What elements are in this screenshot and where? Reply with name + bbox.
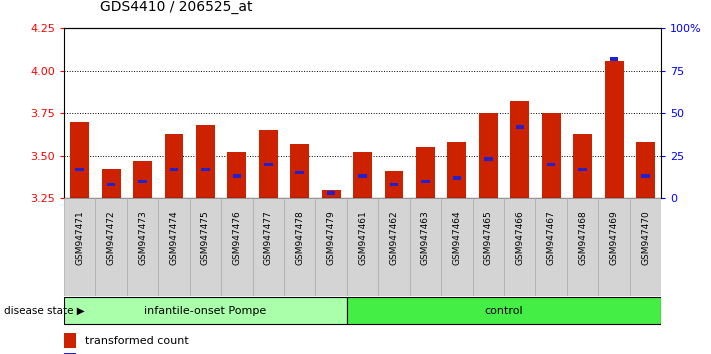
Bar — [95, 198, 127, 296]
Bar — [510, 101, 529, 198]
Text: GSM947478: GSM947478 — [295, 210, 304, 265]
Bar — [636, 142, 655, 198]
Text: GSM947471: GSM947471 — [75, 210, 84, 265]
Text: GSM947476: GSM947476 — [232, 210, 241, 265]
Bar — [442, 198, 473, 296]
Text: GSM947472: GSM947472 — [107, 210, 116, 264]
Bar — [579, 168, 587, 171]
Bar — [479, 113, 498, 198]
Bar — [353, 152, 372, 198]
Bar — [390, 183, 398, 186]
Text: transformed count: transformed count — [85, 336, 188, 346]
Bar — [252, 198, 284, 296]
Bar — [630, 198, 661, 296]
Text: control: control — [485, 306, 523, 316]
Text: GSM947463: GSM947463 — [421, 210, 430, 265]
Bar — [316, 198, 347, 296]
Text: GSM947461: GSM947461 — [358, 210, 367, 265]
Bar — [170, 168, 178, 171]
Bar — [284, 198, 316, 296]
Text: GSM947477: GSM947477 — [264, 210, 273, 265]
Text: GSM947468: GSM947468 — [578, 210, 587, 265]
Bar — [378, 198, 410, 296]
Bar — [221, 198, 252, 296]
Bar — [535, 198, 567, 296]
Bar — [504, 198, 535, 296]
Bar — [542, 113, 561, 198]
Bar — [296, 171, 304, 175]
Bar — [567, 198, 599, 296]
Bar — [347, 297, 661, 324]
Bar — [64, 333, 76, 348]
Bar — [322, 190, 341, 198]
Bar — [610, 57, 619, 61]
Bar — [473, 198, 504, 296]
Bar — [515, 125, 524, 129]
Text: GSM947473: GSM947473 — [138, 210, 147, 265]
Bar — [604, 61, 624, 198]
Bar — [139, 179, 146, 183]
Bar — [159, 198, 190, 296]
Text: infantile-onset Pompe: infantile-onset Pompe — [144, 306, 267, 316]
Bar — [573, 134, 592, 198]
Bar — [164, 134, 183, 198]
Bar — [75, 168, 84, 171]
Bar — [416, 147, 435, 198]
Bar — [259, 130, 278, 198]
Text: GSM947475: GSM947475 — [201, 210, 210, 265]
Bar — [70, 122, 89, 198]
Bar — [641, 175, 650, 178]
Bar — [327, 192, 336, 195]
Text: GSM947479: GSM947479 — [326, 210, 336, 265]
Text: GSM947462: GSM947462 — [390, 210, 399, 264]
Bar — [127, 198, 159, 296]
Bar — [64, 198, 95, 296]
Bar — [201, 168, 210, 171]
Bar — [228, 152, 246, 198]
Bar — [264, 162, 272, 166]
Bar — [64, 297, 347, 324]
Bar — [358, 175, 367, 178]
Text: disease state ▶: disease state ▶ — [4, 306, 85, 316]
Bar — [190, 198, 221, 296]
Text: GSM947466: GSM947466 — [515, 210, 524, 265]
Bar — [133, 161, 152, 198]
Bar — [347, 198, 378, 296]
Text: GSM947467: GSM947467 — [547, 210, 556, 265]
Bar — [196, 125, 215, 198]
Bar — [290, 144, 309, 198]
Bar — [410, 198, 442, 296]
Text: GSM947470: GSM947470 — [641, 210, 650, 265]
Bar — [107, 183, 115, 186]
Bar — [232, 175, 241, 178]
Text: GSM947474: GSM947474 — [169, 210, 178, 264]
Text: GDS4410 / 206525_at: GDS4410 / 206525_at — [100, 0, 252, 14]
Text: GSM947464: GSM947464 — [452, 210, 461, 264]
Bar — [64, 353, 76, 354]
Text: GSM947465: GSM947465 — [484, 210, 493, 265]
Bar — [421, 179, 429, 183]
Text: GSM947469: GSM947469 — [609, 210, 619, 265]
Bar — [453, 176, 461, 179]
Bar — [385, 171, 403, 198]
Bar — [447, 142, 466, 198]
Bar — [599, 198, 630, 296]
Bar — [102, 169, 121, 198]
Bar — [484, 158, 493, 161]
Bar — [547, 162, 555, 166]
